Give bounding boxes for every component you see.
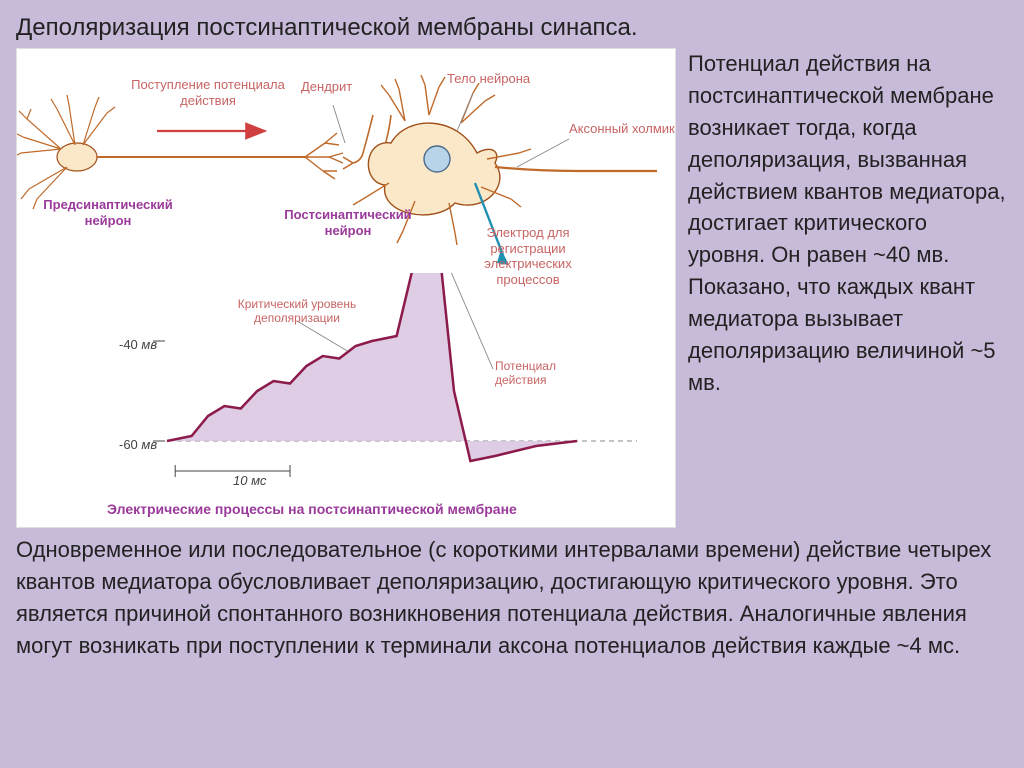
label-cell-body: Тело нейрона bbox=[447, 71, 530, 87]
diagram: Поступление потенциала действия Дендрит … bbox=[16, 48, 676, 528]
label-dendrite: Дендрит bbox=[301, 79, 352, 95]
main-area: Поступление потенциала действия Дендрит … bbox=[16, 48, 1008, 528]
label-presynaptic: Предсинаптический нейрон bbox=[23, 197, 193, 228]
page-title: Деполяризация постсинаптической мембраны… bbox=[16, 14, 1008, 42]
x-scale-label: 10 мс bbox=[233, 473, 266, 488]
label-action-potential: Потенциал действия bbox=[495, 359, 605, 388]
label-postsynaptic: Постсинаптический нейрон bbox=[263, 207, 433, 238]
left-column: Поступление потенциала действия Дендрит … bbox=[16, 48, 684, 528]
bottom-paragraph: Одновременное или последовательное (с ко… bbox=[16, 534, 1008, 662]
ytick-60: -60 мв bbox=[119, 437, 157, 452]
ytick-40: -40 мв bbox=[119, 337, 157, 352]
graph-caption: Электрические процессы на постсинаптичес… bbox=[107, 501, 517, 517]
label-ap-arrival: Поступление потенциала действия bbox=[113, 77, 303, 108]
label-critical-level: Критический уровень деполяризации bbox=[207, 297, 387, 326]
right-paragraph: Потенциал действия на постсинаптической … bbox=[688, 48, 1008, 528]
label-axon-hillock: Аксонный холмик bbox=[569, 121, 675, 137]
